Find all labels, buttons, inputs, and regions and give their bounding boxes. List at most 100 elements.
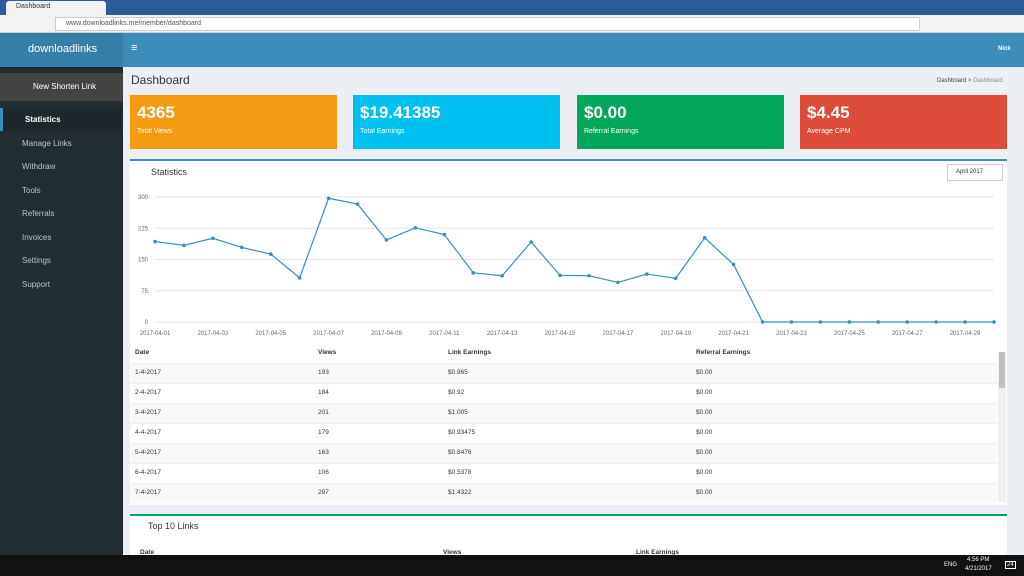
table-cell: 4-4-2017 bbox=[135, 429, 162, 436]
point bbox=[847, 320, 852, 324]
point bbox=[326, 196, 331, 201]
menu-item[interactable]: Settings bbox=[22, 256, 51, 265]
point bbox=[963, 320, 967, 324]
point bbox=[500, 273, 504, 278]
table-cell: 6-4-2017 bbox=[135, 469, 162, 476]
stat-label: Total Earnings bbox=[360, 128, 405, 135]
stat-value: 4365 bbox=[137, 103, 175, 122]
x-tick-label: 2017-04-03 bbox=[198, 331, 229, 337]
point bbox=[673, 276, 678, 281]
lang: ENG bbox=[944, 562, 958, 568]
point bbox=[905, 320, 910, 324]
menu-item[interactable]: Invoices bbox=[22, 232, 52, 242]
crumb: Dashboard bbox=[973, 78, 1003, 84]
table-row bbox=[131, 483, 997, 503]
stat-box: $19.41385 Total Earnings bbox=[353, 95, 560, 149]
table-header: Referral Earnings bbox=[696, 349, 751, 356]
stat-label: Referral Earnings bbox=[584, 128, 639, 135]
shorten-button[interactable]: New Shorten Link bbox=[0, 73, 123, 101]
stat-value: $19.41385 bbox=[360, 103, 441, 122]
taskbar bbox=[0, 555, 1024, 576]
point bbox=[645, 272, 649, 276]
x-tick-label: 2017-04-09 bbox=[371, 331, 402, 337]
table-row bbox=[131, 423, 997, 443]
point bbox=[268, 252, 273, 256]
app-header bbox=[0, 33, 1024, 67]
x-tick-label: 2017-04-07 bbox=[313, 331, 344, 337]
clock-time: 4:56 PM bbox=[967, 557, 990, 563]
x-tick-label: 2017-04-23 bbox=[776, 331, 807, 337]
table-row bbox=[131, 443, 997, 463]
top-links-title: Top 10 Links bbox=[148, 521, 199, 531]
x-tick-label: 2017-04-27 bbox=[892, 331, 923, 337]
table-cell: $0.00 bbox=[696, 409, 713, 416]
table-cell: 106 bbox=[318, 469, 329, 476]
x-tick-label: 2017-04-21 bbox=[718, 331, 749, 337]
user[interactable]: Nick bbox=[998, 46, 1011, 52]
point bbox=[529, 240, 533, 244]
notification-badge[interactable]: 24 bbox=[1005, 561, 1016, 569]
table-header: Link Earnings bbox=[636, 549, 679, 556]
x-tick-label: 2017-04-29 bbox=[950, 331, 981, 337]
table-header: Date bbox=[135, 349, 150, 356]
top-links-panel bbox=[130, 514, 1007, 555]
line bbox=[154, 197, 994, 323]
point bbox=[992, 320, 996, 324]
stat-value: $4.45 bbox=[807, 103, 850, 122]
table-cell: 163 bbox=[318, 449, 329, 456]
table-cell: $0.93475 bbox=[448, 429, 476, 436]
table-row bbox=[131, 403, 997, 423]
x-tick-label: 2017-04-15 bbox=[545, 331, 576, 337]
y-tick-label: 300 bbox=[138, 195, 149, 201]
menu-toggle[interactable]: ≡ bbox=[131, 42, 138, 54]
stat-box: $4.45 Average CPM bbox=[800, 95, 1007, 149]
table-row bbox=[131, 463, 997, 483]
point bbox=[789, 320, 794, 324]
point bbox=[442, 232, 447, 237]
x-tick-label: 2017-04-25 bbox=[834, 331, 865, 337]
point bbox=[355, 202, 360, 206]
point bbox=[471, 271, 476, 275]
stat-value: $0.00 bbox=[584, 103, 627, 122]
table-cell: $0.00 bbox=[696, 429, 713, 436]
stats-title: Statistics bbox=[151, 167, 188, 177]
point bbox=[934, 320, 938, 324]
table-cell: $0.00 bbox=[696, 469, 713, 476]
month-select[interactable]: April 2017 bbox=[947, 164, 1003, 181]
tab-strip bbox=[0, 0, 1024, 15]
stat-box: 4365 Total Views bbox=[130, 95, 337, 149]
table-cell: 201 bbox=[318, 409, 329, 416]
menu-item[interactable]: Referrals bbox=[22, 209, 55, 218]
breadcrumb: Dashboard > Dashboard bbox=[937, 78, 1003, 84]
clock-date: 4/21/2017 bbox=[965, 566, 992, 572]
point bbox=[702, 236, 707, 240]
table-row bbox=[131, 383, 997, 403]
point bbox=[211, 236, 215, 241]
point bbox=[153, 239, 157, 244]
point bbox=[760, 320, 765, 324]
menu-item[interactable]: Manage Links bbox=[22, 138, 72, 148]
point bbox=[876, 320, 881, 324]
table-cell: $0.5378 bbox=[448, 469, 472, 476]
url[interactable]: www.downloadlinks.me/member/dashboard bbox=[55, 17, 920, 31]
table-cell: 5-4-2017 bbox=[135, 449, 162, 456]
menu-item[interactable]: Statistics bbox=[0, 108, 123, 131]
page-title: Dashboard bbox=[131, 73, 190, 87]
table-cell: 1-4-2017 bbox=[135, 369, 162, 376]
table-cell: 297 bbox=[318, 489, 329, 496]
menu-item[interactable]: Withdraw bbox=[22, 162, 56, 171]
menu-item[interactable]: Support bbox=[22, 279, 51, 289]
stat-box: $0.00 Referral Earnings bbox=[577, 95, 784, 149]
crumb[interactable]: Dashboard bbox=[937, 78, 967, 84]
x-tick-label: 2017-04-19 bbox=[660, 331, 691, 337]
menu-item[interactable]: Tools bbox=[22, 185, 41, 195]
table-cell: $0.00 bbox=[696, 489, 713, 496]
sidebar bbox=[0, 67, 123, 555]
x-tick-label: 2017-04-05 bbox=[255, 331, 286, 337]
scroll-thumb bbox=[999, 352, 1005, 388]
table-header: Views bbox=[318, 349, 337, 356]
tab[interactable]: Dashboard bbox=[6, 1, 106, 15]
table-cell: $1.005 bbox=[448, 409, 468, 416]
table-cell: 193 bbox=[318, 369, 329, 376]
